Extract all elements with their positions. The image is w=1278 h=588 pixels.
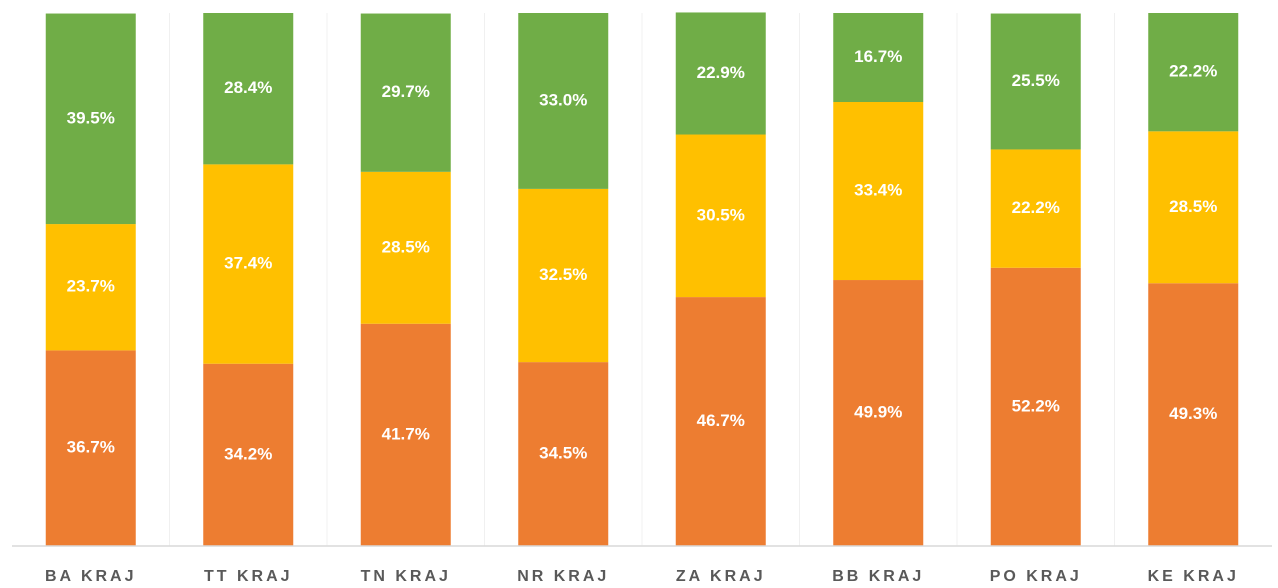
data-label: 28.5% xyxy=(1169,197,1217,216)
bar-segment xyxy=(360,323,451,546)
bar-segment xyxy=(833,102,924,281)
data-label: 29.7% xyxy=(382,82,430,101)
x-tick-label: PO KRAJ xyxy=(990,568,1082,585)
bar-segment xyxy=(45,350,136,546)
data-label: 49.9% xyxy=(854,403,902,422)
bar-segment xyxy=(1148,13,1239,132)
bar-segment xyxy=(45,13,136,225)
bar-segment xyxy=(990,149,1081,268)
data-label: 22.2% xyxy=(1012,198,1060,217)
x-tick-label: TT KRAJ xyxy=(204,568,293,585)
data-label: 23.7% xyxy=(67,277,115,296)
bar-segment xyxy=(990,267,1081,546)
x-tick-label: KE KRAJ xyxy=(1148,568,1239,585)
data-label: 32.5% xyxy=(539,265,587,284)
bar-segment xyxy=(360,13,451,172)
data-label: 46.7% xyxy=(697,411,745,430)
data-label: 25.5% xyxy=(1012,71,1060,90)
x-tick-label: BB KRAJ xyxy=(832,568,924,585)
data-label: 22.9% xyxy=(697,63,745,82)
data-label: 22.2% xyxy=(1169,62,1217,81)
bar-segment xyxy=(518,13,609,189)
bar-segment xyxy=(833,13,924,103)
bar-segment xyxy=(675,134,766,298)
bar-segment xyxy=(203,13,294,165)
data-label: 36.7% xyxy=(67,438,115,457)
bar-segment xyxy=(203,164,294,364)
bar-segment xyxy=(45,224,136,351)
data-label: 34.2% xyxy=(224,444,272,463)
bar-segment xyxy=(518,362,609,546)
x-tick-label: TN KRAJ xyxy=(361,568,451,585)
data-label: 39.5% xyxy=(67,108,115,127)
data-label: 41.7% xyxy=(382,424,430,443)
data-label: 28.4% xyxy=(224,78,272,97)
bar-segment xyxy=(990,13,1081,150)
data-label: 52.2% xyxy=(1012,396,1060,415)
data-label: 33.0% xyxy=(539,90,587,109)
bar-segment xyxy=(1148,283,1239,546)
data-label: 34.5% xyxy=(539,444,587,463)
data-label: 16.7% xyxy=(854,47,902,66)
data-label: 37.4% xyxy=(224,254,272,273)
bar-segment xyxy=(675,12,766,135)
bar-segment xyxy=(1148,131,1239,284)
x-tick-label: BA KRAJ xyxy=(45,568,137,585)
x-tick-label: NR KRAJ xyxy=(517,568,609,585)
data-label: 49.3% xyxy=(1169,404,1217,423)
bar-segment xyxy=(203,363,294,546)
bar-segment xyxy=(360,171,451,324)
bar-segment xyxy=(833,280,924,546)
bar-segment xyxy=(675,297,766,546)
data-label: 33.4% xyxy=(854,181,902,200)
x-tick-label: ZA KRAJ xyxy=(676,568,766,585)
data-label: 28.5% xyxy=(382,237,430,256)
bar-segment xyxy=(518,188,609,363)
data-label: 30.5% xyxy=(697,205,745,224)
